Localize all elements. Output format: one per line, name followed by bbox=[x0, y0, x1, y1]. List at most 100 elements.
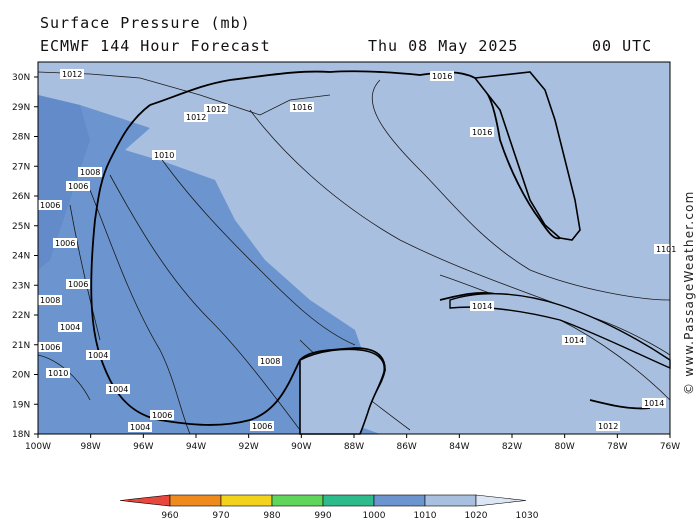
lon-tick-label: 100W bbox=[25, 442, 51, 452]
legend-value-label: 980 bbox=[263, 511, 280, 521]
forecast-date: Thu 08 May 2025 bbox=[368, 37, 519, 55]
isobar-label: 1101 bbox=[654, 244, 676, 254]
svg-text:1012: 1012 bbox=[598, 422, 618, 431]
isobar-label: 1014 bbox=[562, 335, 586, 345]
isobar-label: 1006 bbox=[38, 342, 62, 352]
isobar-label: 1006 bbox=[250, 421, 274, 431]
lon-tick-label: 86W bbox=[396, 442, 416, 452]
isobar-label: 1010 bbox=[152, 150, 176, 160]
lat-tick-label: 20N bbox=[12, 371, 30, 381]
svg-text:1006: 1006 bbox=[40, 343, 60, 352]
isobar-labels: 1012 1012 1012 1016 1016 1016 1010 1008 … bbox=[38, 69, 676, 432]
legend-value-label: 1010 bbox=[414, 511, 437, 521]
lat-tick-label: 25N bbox=[12, 222, 30, 232]
isobar-label: 1004 bbox=[128, 422, 152, 432]
isobar-label: 1016 bbox=[290, 102, 314, 112]
isobar-label: 1010 bbox=[46, 368, 70, 378]
latitude-axis: 30N 29N 28N 27N 26N 25N 24N 23N 22N 21N 20N 19N 18N bbox=[12, 73, 38, 440]
isobar-label: 1012 bbox=[596, 421, 620, 431]
forecast-time: 00 UTC bbox=[592, 37, 653, 55]
isobar-label: 1008 bbox=[78, 167, 102, 177]
svg-text:1004: 1004 bbox=[60, 323, 80, 332]
legend-value-label: 1030 bbox=[516, 511, 539, 521]
svg-text:1010: 1010 bbox=[154, 151, 174, 160]
legend-swatch bbox=[424, 494, 477, 507]
lat-tick-label: 27N bbox=[12, 162, 30, 172]
svg-text:1016: 1016 bbox=[472, 128, 492, 137]
svg-text:1006: 1006 bbox=[40, 201, 60, 210]
svg-text:1016: 1016 bbox=[292, 103, 312, 112]
isobar-label: 1012 bbox=[184, 112, 208, 122]
svg-text:1010: 1010 bbox=[48, 369, 68, 378]
model-subtitle: ECMWF 144 Hour Forecast bbox=[40, 37, 271, 55]
legend-value-label: 970 bbox=[212, 511, 229, 521]
svg-text:1014: 1014 bbox=[564, 336, 584, 345]
svg-text:1006: 1006 bbox=[252, 422, 272, 431]
lon-tick-label: 80W bbox=[554, 442, 574, 452]
low-pressure-zone bbox=[38, 95, 380, 434]
svg-text:1014: 1014 bbox=[472, 302, 492, 311]
lat-tick-label: 18N bbox=[12, 430, 30, 440]
legend-value-label: 1020 bbox=[465, 511, 488, 521]
svg-text:1006: 1006 bbox=[152, 411, 172, 420]
isobar-label: 1014 bbox=[642, 398, 666, 408]
lon-tick-label: 90W bbox=[291, 442, 311, 452]
pressure-legend: 960 970 980 990 1000 1010 1020 1030 bbox=[119, 494, 539, 521]
svg-text:1008: 1008 bbox=[80, 168, 100, 177]
svg-text:1004: 1004 bbox=[108, 385, 128, 394]
legend-value-label: 960 bbox=[161, 511, 178, 521]
watermark: © www.PassageWeather.com bbox=[682, 190, 696, 395]
svg-text:1012: 1012 bbox=[206, 105, 226, 114]
isobar-label: 1014 bbox=[470, 301, 494, 311]
isobar-label: 1004 bbox=[86, 350, 110, 360]
isobar-label: 1006 bbox=[66, 181, 90, 191]
legend-swatch bbox=[475, 494, 527, 507]
svg-text:1014: 1014 bbox=[644, 399, 664, 408]
lon-tick-label: 88W bbox=[344, 442, 364, 452]
lon-tick-label: 94W bbox=[186, 442, 206, 452]
lat-tick-label: 19N bbox=[12, 400, 30, 410]
isobar-label: 1008 bbox=[258, 356, 282, 366]
svg-text:1012: 1012 bbox=[186, 113, 206, 122]
legend-swatch bbox=[169, 494, 222, 507]
yucatan bbox=[299, 348, 386, 435]
lon-tick-label: 98W bbox=[80, 442, 100, 452]
svg-text:1004: 1004 bbox=[130, 423, 150, 432]
svg-text:1004: 1004 bbox=[88, 351, 108, 360]
svg-text:1008: 1008 bbox=[40, 296, 60, 305]
lat-tick-label: 24N bbox=[12, 252, 30, 262]
lat-tick-label: 22N bbox=[12, 311, 30, 321]
svg-text:1012: 1012 bbox=[62, 70, 82, 79]
isobar-label: 1016 bbox=[430, 71, 454, 81]
watermark-text: © www.PassageWeather.com bbox=[682, 190, 696, 395]
isobars bbox=[37, 71, 671, 435]
lon-tick-label: 78W bbox=[607, 442, 627, 452]
legend-swatch bbox=[220, 494, 273, 507]
lon-tick-label: 84W bbox=[449, 442, 469, 452]
isobar-label: 1006 bbox=[150, 410, 174, 420]
florida-peninsula bbox=[473, 71, 581, 241]
lat-tick-label: 23N bbox=[12, 281, 30, 291]
legend-value-label: 1000 bbox=[363, 511, 386, 521]
far-west-low bbox=[38, 95, 90, 270]
longitude-axis: 100W 98W 96W 94W 92W 90W 88W 86W 84W 82W 80W 78W 76W bbox=[25, 434, 680, 452]
lon-tick-label: 76W bbox=[660, 442, 680, 452]
lat-tick-label: 28N bbox=[12, 133, 30, 143]
isobar-label: 1012 bbox=[60, 69, 84, 79]
lon-tick-label: 92W bbox=[238, 442, 258, 452]
isobar-label: 1006 bbox=[53, 238, 77, 248]
svg-text:1008: 1008 bbox=[260, 357, 280, 366]
legend-swatch bbox=[119, 494, 171, 507]
isobar-label: 1006 bbox=[38, 200, 62, 210]
isobar-label: 1016 bbox=[470, 127, 494, 137]
legend-swatch bbox=[322, 494, 375, 507]
legend-swatch bbox=[373, 494, 426, 507]
legend-value-label: 990 bbox=[314, 511, 331, 521]
isobar-label: 1004 bbox=[58, 322, 82, 332]
isobar-label: 1008 bbox=[38, 295, 62, 305]
lon-tick-label: 82W bbox=[502, 442, 522, 452]
svg-text:1006: 1006 bbox=[68, 280, 88, 289]
lat-tick-label: 29N bbox=[12, 103, 30, 113]
isobar-label: 1012 bbox=[204, 104, 228, 114]
